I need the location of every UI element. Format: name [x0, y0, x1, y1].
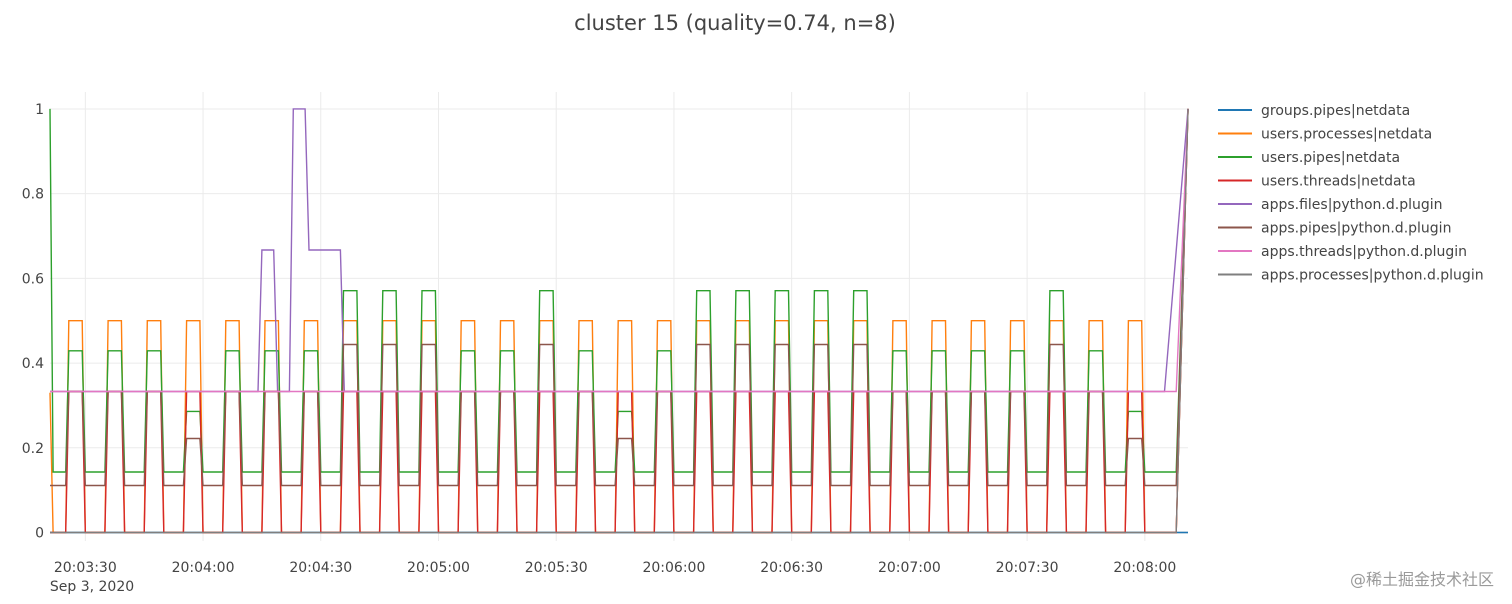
series-line [50, 108, 1189, 393]
legend-entry: apps.pipes|python.d.plugin [1261, 221, 1451, 237]
y-tick-label: 0.6 [22, 271, 44, 287]
chart-title: cluster 15 (quality=0.74, n=8) [574, 11, 896, 35]
x-tick-label: 20:07:00 [878, 560, 941, 576]
y-tick-label: 1 [35, 102, 44, 118]
legend-entry: apps.threads|python.d.plugin [1261, 244, 1467, 260]
x-tick-label: 20:07:30 [996, 560, 1059, 576]
watermark: @稀土掘金技术社区 [1349, 570, 1494, 589]
series-line [49, 108, 1189, 473]
x-tick-label: 20:05:00 [407, 560, 470, 576]
y-tick-label: 0.8 [22, 187, 44, 203]
x-tick-label: 20:06:00 [642, 560, 705, 576]
legend: groups.pipes|netdata users.processes|netd… [1218, 103, 1484, 284]
x-axis-ticks: 20:03:30 20:04:00 20:04:30 20:05:00 20:05:30… [54, 560, 1176, 576]
x-tick-label: 20:04:30 [289, 560, 352, 576]
legend-entry: apps.processes|python.d.plugin [1261, 268, 1484, 284]
x-tick-label: 20:04:00 [172, 560, 235, 576]
series-line [50, 108, 1189, 487]
x-tick-label: 20:08:00 [1113, 560, 1176, 576]
x-tick-label: 20:05:30 [525, 560, 588, 576]
series-lines [49, 108, 1189, 534]
x-tick-label: 20:03:30 [54, 560, 117, 576]
x-date-label: Sep 3, 2020 [50, 579, 134, 595]
legend-entry: apps.files|python.d.plugin [1261, 197, 1443, 213]
series-line [50, 108, 1189, 393]
legend-entry: users.processes|netdata [1261, 127, 1432, 143]
series-line [49, 108, 1189, 534]
y-tick-label: 0.4 [22, 356, 44, 372]
grid [50, 92, 1188, 541]
legend-entry: users.pipes|netdata [1261, 150, 1400, 166]
y-tick-label: 0.2 [22, 441, 44, 457]
series-line [50, 108, 1189, 534]
y-tick-label: 0 [35, 526, 44, 542]
y-axis-ticks: 0 0.2 0.4 0.6 0.8 1 [22, 102, 44, 542]
legend-entry: groups.pipes|netdata [1261, 103, 1410, 119]
legend-entry: users.threads|netdata [1261, 174, 1416, 190]
x-tick-label: 20:06:30 [760, 560, 823, 576]
